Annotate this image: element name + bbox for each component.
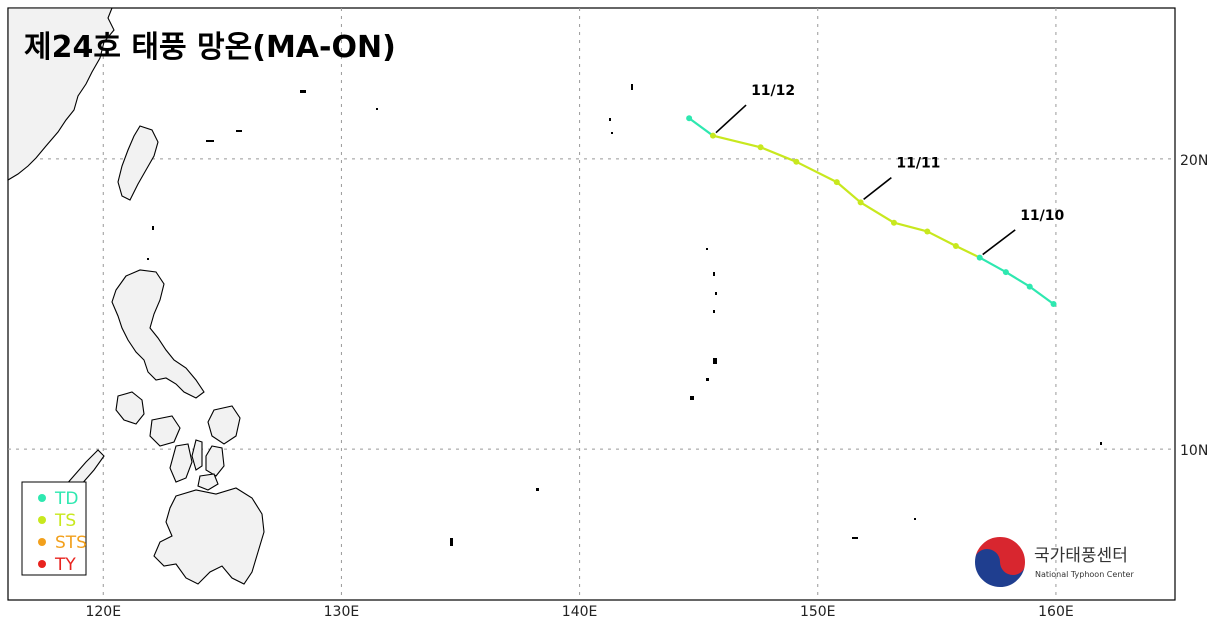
islet [450,538,453,546]
track-segment [926,230,957,247]
islet [715,292,717,295]
islet [852,537,858,539]
track-point [833,179,840,186]
islet [914,518,916,520]
track-segment [795,160,838,184]
track-segment [955,244,981,259]
islet [706,248,708,250]
cebu-island [191,439,203,471]
land-masses [7,7,265,585]
lon-tick-label: 120E [85,604,121,620]
typhoon-track [686,115,1057,307]
islet [611,132,613,134]
date-leader-line [982,229,1016,256]
legend-label: TD [54,489,78,509]
map-title: 제24호 태풍 망온(MA-ON) [24,30,396,65]
taegeuk-icon [973,535,1027,589]
legend-marker [38,494,46,502]
date-leader-line [715,104,747,134]
lon-tick-label: 130E [324,604,360,620]
track-segment [760,146,797,163]
lon-tick-label: 140E [562,604,598,620]
track-segment [1005,271,1031,288]
islet [536,488,539,491]
islet [631,84,633,90]
track-point [890,219,897,226]
islet [713,310,715,313]
islet [609,118,611,121]
islet [713,272,715,276]
track-point [924,228,931,235]
ntc-logo: 국가태풍센터 National Typhoon Center [973,535,1134,589]
legend-marker [38,560,46,568]
lat-tick-label: 10N [1180,443,1208,459]
track-point [757,144,764,151]
track-point [1002,269,1009,276]
luzon-island [111,269,205,399]
panay-island [149,415,181,447]
legend-label: TS [54,511,76,531]
track-point [857,199,864,206]
leyte-island [205,445,225,477]
legend-box [21,481,87,576]
track-point [1026,283,1033,290]
mindoro-island [115,391,145,425]
date-leader-line [863,176,892,201]
date-label: 11/11 [896,156,940,172]
track-point [793,158,800,165]
islet [147,258,149,260]
track-point [686,115,693,122]
track-segment [979,256,1007,274]
date-labels: 11/10 11/11 11/12 [715,83,1065,256]
track-segment [712,134,761,149]
track-segment [1029,285,1055,305]
islet [1100,442,1102,445]
islet [206,140,214,142]
track-segment [836,181,862,204]
date-label: 11/12 [751,83,795,99]
islet [300,90,306,93]
negros-island [169,443,193,483]
islet [713,358,717,364]
islet [690,396,694,400]
track-segment [860,201,895,224]
islet [706,378,709,381]
axis-labels: 120E 130E 140E 150E 160E 20N 10N [85,153,1208,620]
small-islets [147,84,1102,546]
islet [236,130,242,132]
date-label: 11/10 [1020,208,1064,224]
legend-label: TY [54,555,76,575]
legend-marker [38,516,46,524]
logo-name-en: National Typhoon Center [1035,570,1134,579]
lon-tick-label: 160E [1038,604,1074,620]
track-point [976,254,983,261]
islet [152,226,154,230]
track-point [952,242,959,249]
mindanao-island [153,487,265,585]
lon-tick-label: 150E [800,604,836,620]
islet [376,108,378,110]
samar-island [207,405,241,445]
track-point [1050,301,1057,307]
taiwan-island [117,125,159,201]
logo-name-ko: 국가태풍센터 [1034,546,1128,566]
track-point [709,132,716,139]
legend-label: STS [55,533,87,553]
lat-tick-label: 20N [1180,153,1208,169]
track-segment [893,221,928,233]
legend-marker [38,538,46,546]
track-segment [688,117,714,137]
china-coast [7,7,115,181]
bohol-island [197,473,219,491]
